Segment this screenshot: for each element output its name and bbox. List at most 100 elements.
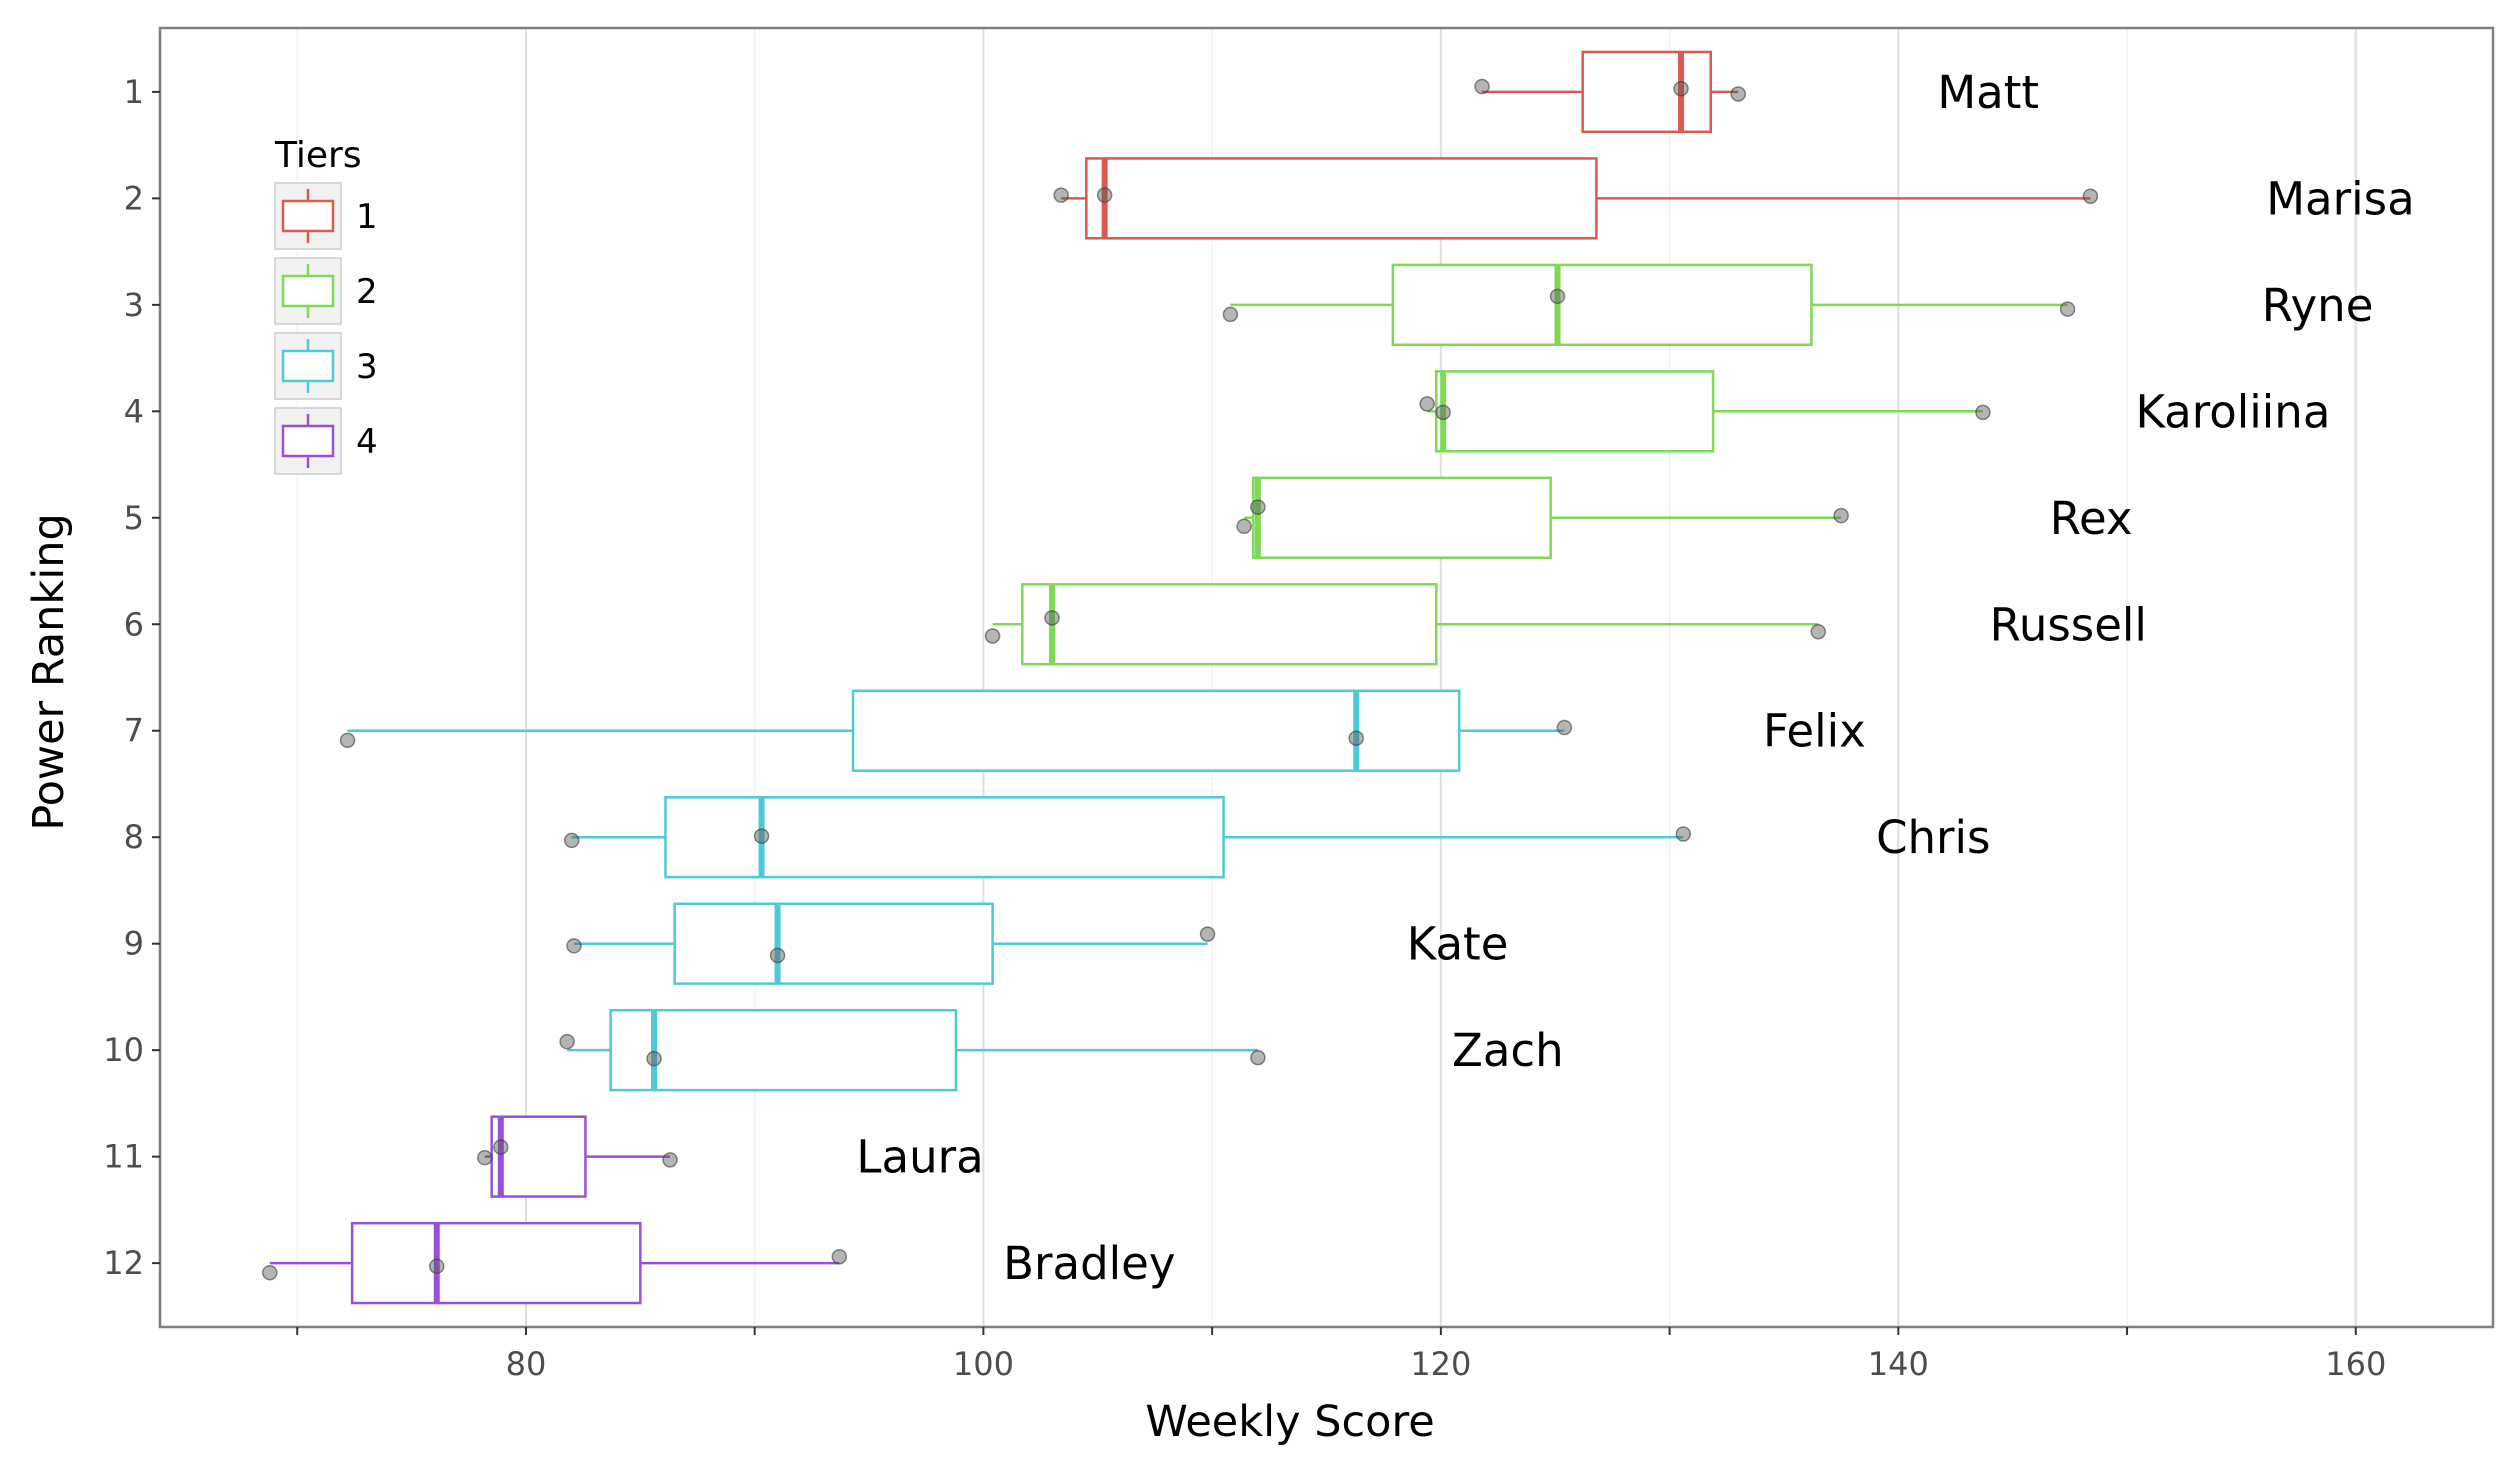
y-tick-label: 9 [124, 925, 144, 963]
y-tick-label: 3 [124, 286, 144, 324]
iqr-box [1391, 263, 1813, 347]
box-zach [567, 1008, 1258, 1092]
data-point [566, 938, 582, 954]
legend-label: 3 [356, 347, 378, 387]
box-chris [571, 796, 1684, 879]
iqr-box [490, 1115, 587, 1198]
player-name-label: Russell [1990, 598, 2147, 651]
iqr-box [1252, 476, 1552, 559]
data-point [984, 628, 1001, 644]
data-point [1975, 404, 1991, 421]
x-tick-label: 160 [2325, 1345, 2386, 1383]
iqr-box [350, 1221, 642, 1305]
data-point [1810, 623, 1827, 640]
legend-label: 1 [356, 197, 378, 237]
data-point [1250, 499, 1266, 515]
data-point [1833, 507, 1849, 524]
iqr-box [664, 796, 1225, 879]
player-name-label: Bradley [1003, 1237, 1175, 1290]
legend-key-box [281, 424, 335, 458]
player-name-label: Marisa [2266, 172, 2414, 225]
y-tick-label: 1 [124, 73, 144, 111]
data-point [262, 1264, 278, 1281]
data-point [646, 1050, 662, 1067]
y-tick-label: 12 [103, 1244, 144, 1282]
iqr-box [1021, 583, 1438, 666]
y-tick-label: 8 [124, 818, 144, 856]
y-tick-label: 6 [124, 605, 144, 643]
player-name-label: Laura [856, 1131, 983, 1184]
data-point [429, 1258, 445, 1275]
iqr-box [1085, 157, 1598, 240]
legend-title: Tiers [274, 135, 362, 176]
data-point [1096, 187, 1113, 203]
legend-key-box [281, 199, 335, 233]
legend-label: 2 [356, 272, 378, 312]
data-point [477, 1149, 493, 1166]
data-point [1222, 306, 1239, 323]
data-point [769, 947, 786, 964]
x-tick-label: 100 [953, 1345, 1014, 1383]
legend-key-box [281, 274, 335, 308]
data-point [1673, 80, 1689, 97]
legend-key-tier-2 [274, 257, 342, 325]
data-point [1044, 610, 1060, 626]
box-bradley [269, 1221, 840, 1305]
x-axis-title: Weekly Score [1145, 1397, 1434, 1447]
player-name-label: Chris [1876, 811, 1990, 864]
iqr-box [1581, 50, 1713, 134]
player-name-label: Matt [1937, 66, 2039, 119]
data-point [2082, 188, 2099, 204]
legend-key-box [281, 349, 335, 383]
box-marisa [1061, 157, 2091, 240]
data-point [662, 1152, 678, 1168]
panel-border [158, 26, 2495, 1329]
y-tick-label: 4 [124, 392, 144, 430]
y-tick-label: 11 [103, 1138, 144, 1176]
data-point [1348, 730, 1364, 746]
legend-label: 4 [356, 422, 378, 462]
data-point [1730, 86, 1746, 102]
data-point [831, 1248, 848, 1265]
iqr-box [609, 1008, 958, 1092]
legend-key-tier-3 [274, 332, 342, 400]
iqr-box [851, 689, 1461, 772]
box-laura [484, 1115, 671, 1198]
data-point [1549, 288, 1566, 305]
box-karoliina [1427, 370, 1983, 453]
data-point [1419, 396, 1435, 412]
y-axis-title: Power Ranking [24, 513, 74, 831]
legend-key-tier-1 [274, 182, 342, 250]
legend: Tiers 1 2 3 4 [274, 135, 378, 475]
data-point [559, 1033, 575, 1050]
boxes [269, 50, 2091, 1305]
box-kate [573, 902, 1208, 985]
x-tick-label: 120 [1410, 1345, 1471, 1383]
data-point [753, 828, 770, 844]
y-tick-label: 5 [124, 499, 144, 537]
data-point [1053, 187, 1069, 203]
data-point [1250, 1049, 1266, 1066]
player-name-label: Karoliina [2135, 385, 2330, 438]
iqr-box [1435, 370, 1715, 453]
player-name-label: Kate [1407, 918, 1509, 971]
data-point [1236, 518, 1252, 535]
data-point [1556, 719, 1573, 736]
y-tick-label: 7 [124, 712, 144, 750]
data-point [1675, 826, 1692, 842]
box-russell [992, 583, 1819, 666]
y-tick-label: 2 [124, 179, 144, 217]
player-name-labels: Matt Marisa Ryne Karoliina Rex Russell FelixCh… [856, 66, 2414, 1290]
grid-lines [296, 28, 2357, 1327]
box-matt [1482, 50, 1739, 134]
x-tick-label: 140 [1868, 1345, 1929, 1383]
player-name-label: Ryne [2262, 279, 2374, 332]
data-point [1199, 926, 1216, 942]
iqr-box [673, 902, 994, 985]
x-tick-label: 80 [506, 1345, 547, 1383]
player-name-label: Rex [2050, 492, 2133, 545]
data-point [1474, 78, 1490, 95]
legend-key-tier-4 [274, 407, 342, 475]
